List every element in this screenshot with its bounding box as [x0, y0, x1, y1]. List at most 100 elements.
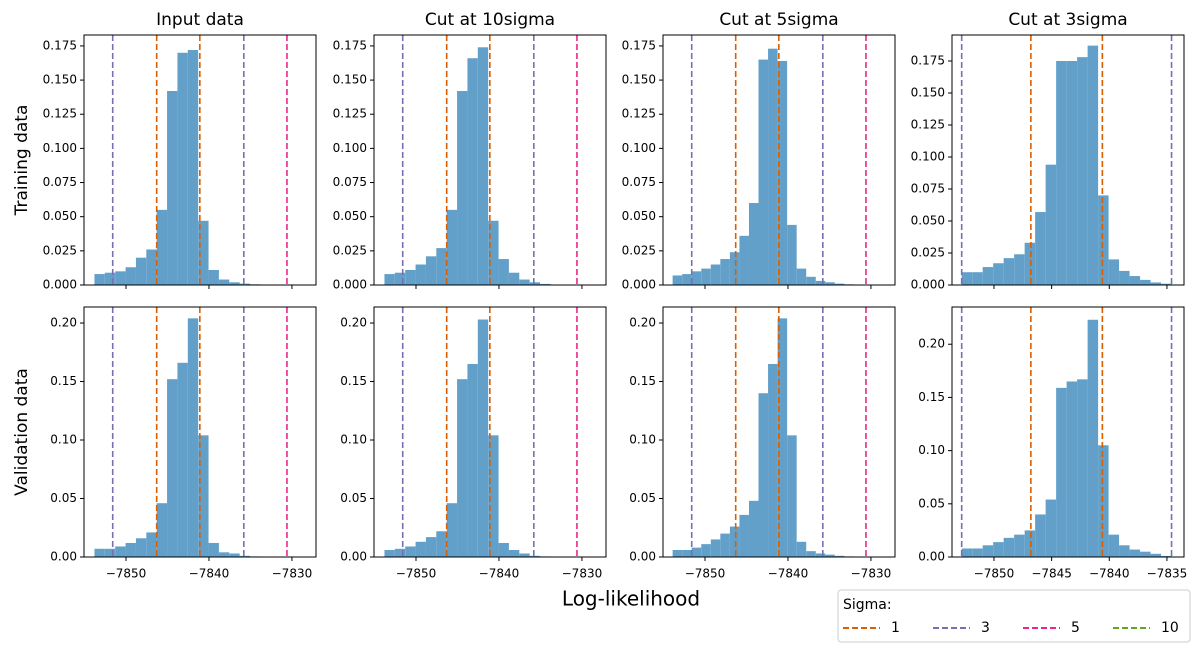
bar [146, 249, 157, 285]
bar [135, 538, 147, 557]
bar [1119, 270, 1130, 285]
bar [498, 542, 509, 557]
bar [229, 282, 240, 285]
bar [1024, 242, 1036, 285]
bar [815, 280, 826, 285]
bar [682, 274, 692, 285]
bar [94, 548, 105, 557]
bar [405, 546, 416, 557]
bar [540, 283, 551, 285]
bar [1098, 195, 1109, 285]
bar [1140, 551, 1151, 557]
bar [467, 58, 478, 285]
bar [1024, 530, 1036, 557]
bar [425, 537, 437, 557]
axes-frame [662, 34, 896, 286]
bar [748, 500, 759, 557]
y-tick-label: 0.00 [629, 550, 656, 564]
y-tick-label: 0.00 [340, 550, 367, 564]
bar [672, 275, 683, 285]
bar [477, 319, 489, 557]
bar [177, 362, 188, 557]
bar [488, 435, 499, 557]
y-tick-label: 0.075 [911, 181, 945, 195]
y-tick-label: 0.025 [911, 245, 945, 259]
bar [825, 554, 835, 557]
bar [1087, 45, 1099, 285]
bar [1119, 545, 1130, 557]
bar [1108, 259, 1120, 285]
bar [1066, 381, 1078, 557]
bar [682, 549, 692, 557]
y-tick-label: 0.050 [333, 209, 367, 223]
bar [229, 553, 240, 557]
bar [787, 224, 797, 285]
bar [1150, 282, 1162, 285]
y-tick-label: 0.075 [622, 175, 656, 189]
x-axis-label: Log-likelihood [562, 587, 700, 611]
bar [415, 541, 426, 557]
y-tick-label: 0.05 [629, 491, 656, 505]
bar [710, 264, 721, 285]
bar [457, 379, 468, 557]
legend-label: 5 [1071, 620, 1080, 636]
bar [806, 551, 816, 557]
bar [519, 279, 530, 285]
y-tick-label: 0.000 [911, 278, 945, 292]
bar [796, 541, 807, 557]
bar [187, 50, 199, 286]
y-tick-label: 0.10 [629, 433, 656, 447]
bar [961, 272, 973, 285]
bar [1129, 276, 1141, 285]
y-axis-label: Validation data [12, 368, 32, 496]
bar [1140, 279, 1151, 285]
bar [701, 268, 711, 285]
bar [993, 263, 1004, 285]
y-tick-label: 0.100 [911, 149, 945, 163]
y-tick-label: 0.125 [911, 117, 945, 131]
y-tick-label: 0.15 [340, 374, 367, 388]
bar [993, 542, 1004, 557]
bar [208, 269, 219, 285]
y-tick-label: 0.150 [622, 73, 656, 87]
bar [1161, 283, 1172, 285]
bar [1035, 212, 1046, 285]
y-tick-label: 0.125 [43, 107, 77, 121]
y-tick-label: 0.175 [43, 38, 77, 52]
bar [198, 220, 209, 285]
axes-frame [373, 306, 607, 558]
bar [768, 48, 778, 286]
y-tick-label: 0.10 [340, 433, 367, 447]
bar [1077, 57, 1088, 285]
bar [218, 279, 230, 285]
bar [1014, 534, 1025, 557]
bar [425, 256, 437, 285]
bar [477, 47, 489, 286]
y-tick-label: 0.05 [340, 491, 367, 505]
bar [758, 393, 769, 557]
y-tick-label: 0.175 [622, 38, 656, 52]
bar [710, 539, 721, 557]
axes-frame [662, 306, 896, 558]
y-tick-label: 0.100 [622, 141, 656, 155]
bar [115, 271, 126, 285]
bar [436, 531, 447, 557]
bar [701, 544, 711, 557]
bar [488, 220, 499, 285]
bar [787, 435, 797, 557]
x-tick-label: −7830 [272, 567, 313, 581]
bar [1150, 553, 1162, 557]
bar [1035, 514, 1046, 557]
bar [1056, 60, 1067, 286]
y-tick-label: 0.050 [911, 213, 945, 227]
bar [187, 318, 199, 557]
bar [777, 318, 788, 557]
y-tick-label: 0.150 [43, 73, 77, 87]
axes-frame [951, 306, 1185, 558]
bar [1045, 164, 1057, 285]
x-tick-label: −7840 [189, 567, 230, 581]
x-tick-label: −7845 [1031, 567, 1072, 581]
y-tick-label: 0.050 [622, 209, 656, 223]
bar [135, 257, 147, 285]
bar [748, 203, 759, 285]
